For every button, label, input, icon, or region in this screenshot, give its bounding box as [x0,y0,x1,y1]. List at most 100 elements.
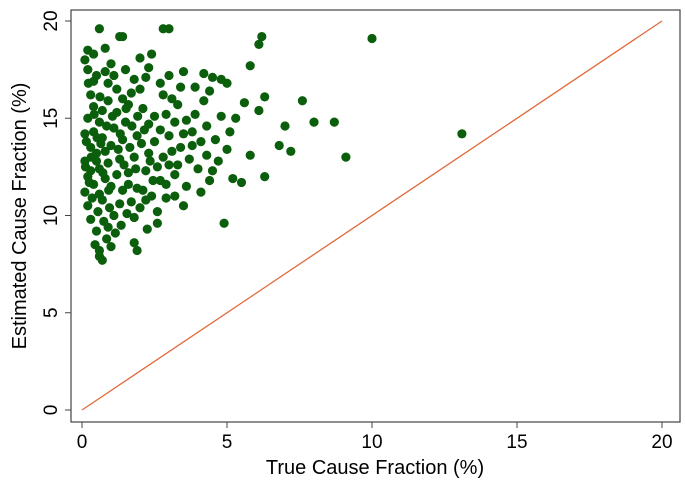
data-point [103,96,113,106]
data-point [89,101,99,112]
data-point [115,199,125,209]
data-point [132,131,142,141]
data-point [257,31,267,42]
data-point [89,49,99,59]
data-point [199,68,209,79]
data-point [309,117,319,127]
data-point [106,140,116,151]
data-point [120,65,131,75]
data-point [100,146,110,156]
data-point [329,117,339,127]
data-point [219,218,229,228]
x-tick-label: 10 [361,432,382,453]
data-point [123,168,133,178]
data-point [113,144,123,154]
data-point [202,121,212,131]
data-point [145,156,155,166]
data-point [210,135,220,145]
data-point [152,207,162,217]
data-point [176,142,186,153]
data-point [107,111,118,121]
data-point [115,129,125,139]
data-point [133,111,143,121]
x-tick-label: 15 [506,432,527,453]
data-point [91,226,102,236]
y-tick-label: 5 [41,307,62,318]
data-point [228,173,238,184]
data-point [131,164,141,174]
data-point [222,144,232,154]
data-point [126,197,136,207]
data-point [164,160,174,170]
data-point [280,121,290,131]
data-point [181,115,191,125]
data-point [178,66,189,77]
data-point [254,39,264,49]
data-point [129,212,139,223]
data-point [193,164,203,174]
data-point [119,160,129,170]
data-point [100,66,110,77]
data-point [94,189,104,199]
data-point [98,168,108,178]
data-point [104,185,114,195]
data-point [136,138,147,149]
data-point [127,121,137,131]
y-tick-label: 15 [41,108,62,129]
data-point [260,92,270,102]
data-point [161,109,171,119]
y-tick-label: 0 [41,405,62,416]
data-point [129,238,139,248]
data-point [161,193,171,203]
data-point [86,90,96,100]
data-point [135,203,145,213]
data-point [94,245,104,256]
data-point [239,98,249,108]
data-point [83,78,93,88]
data-point [86,214,96,224]
data-point [81,136,91,147]
data-point [158,90,168,100]
data-point [149,111,160,121]
data-point [135,84,145,94]
data-point [102,121,112,131]
data-point [94,24,104,34]
x-tick-label: 0 [77,432,88,453]
data-point [129,152,139,162]
plot-area [80,20,663,411]
data-point [155,175,165,186]
data-point [222,78,232,88]
data-point [141,195,151,205]
data-point [341,152,351,162]
y-tick-label: 20 [41,10,62,31]
data-point [457,129,467,139]
data-point [126,88,136,98]
x-axis: 0 5 10 15 20 [77,422,673,453]
data-point [94,117,104,127]
data-point [173,100,183,110]
data-point [87,193,97,203]
data-point [144,63,154,73]
data-point [236,177,247,188]
reference-line [81,20,663,411]
data-point [80,162,91,172]
data-point [109,123,119,133]
data-point [141,166,151,176]
data-point [144,148,154,158]
data-point [225,127,235,137]
data-point [116,220,126,230]
data-point [109,70,119,81]
data-point [155,125,165,135]
data-point [254,105,264,116]
data-point [112,170,122,180]
data-point [139,125,149,135]
data-point [80,55,90,65]
data-point [181,181,191,191]
x-tick-label: 5 [222,432,233,453]
data-point [125,142,135,153]
data-point [190,82,200,92]
x-axis-label: True Cause Fraction (%) [266,457,484,479]
data-point [167,94,177,104]
data-point [93,207,103,217]
data-point [245,61,255,71]
